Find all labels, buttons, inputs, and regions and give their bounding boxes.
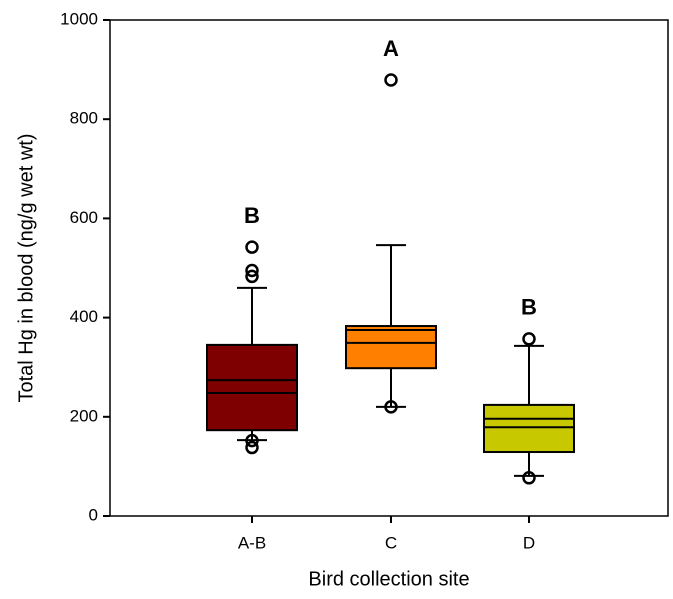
y-tick-label: 400 xyxy=(70,307,98,326)
x-tick-label: C xyxy=(385,533,397,552)
outlier xyxy=(522,471,536,485)
outlier xyxy=(384,400,398,414)
y-tick-label: 600 xyxy=(70,208,98,227)
y-tick-label: 0 xyxy=(89,505,98,524)
x-tick-label: D xyxy=(523,533,535,552)
box xyxy=(206,343,298,432)
y-tick-label: 800 xyxy=(70,109,98,128)
box xyxy=(345,325,437,370)
outlier xyxy=(245,263,259,278)
annotation: B xyxy=(244,203,260,228)
outlier xyxy=(245,440,259,455)
x-axis-label: Bird collection site xyxy=(308,568,469,590)
y-tick-label: 1000 xyxy=(60,9,98,28)
outlier xyxy=(245,433,259,448)
x-tick-label: A-B xyxy=(238,533,266,552)
box xyxy=(483,403,575,454)
annotation: B xyxy=(521,295,537,320)
outlier xyxy=(245,240,259,254)
outlier xyxy=(384,73,398,87)
y-axis-label: Total Hg in blood (ng/g wet wt) xyxy=(15,133,37,402)
y-tick-label: 200 xyxy=(70,406,98,425)
outlier xyxy=(245,269,259,284)
plot-frame xyxy=(109,19,669,517)
outlier xyxy=(522,332,536,346)
annotation: A xyxy=(383,36,399,61)
